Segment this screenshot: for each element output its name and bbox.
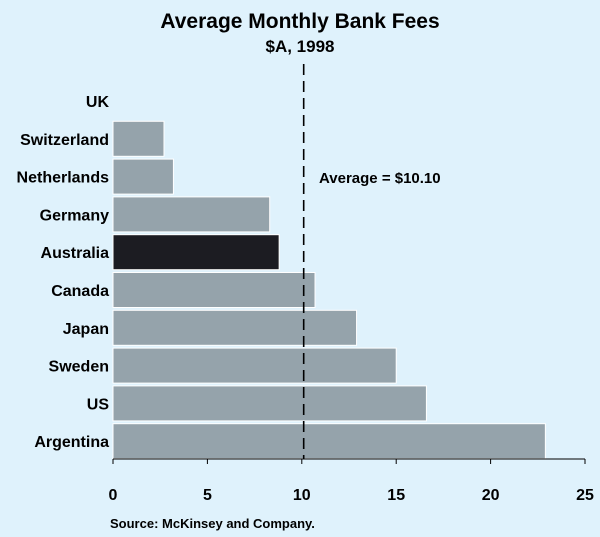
- category-label-uk: UK: [86, 94, 110, 111]
- category-label-germany: Germany: [40, 207, 109, 224]
- x-axis-ticks: 0 5 10 15 20 25: [109, 459, 594, 504]
- chart-subtitle: $A, 1998: [266, 37, 335, 56]
- category-label-sweden: Sweden: [49, 359, 109, 376]
- chart-title: Average Monthly Bank Fees: [160, 10, 439, 33]
- bar-canada: [112, 272, 316, 308]
- average-label: Average = $10.10: [319, 170, 441, 187]
- bar-switzerland: [112, 120, 165, 157]
- x-tick-label-10: 10: [293, 487, 311, 504]
- bar-japan: [112, 309, 358, 346]
- source-note: Source: McKinsey and Company.: [110, 516, 315, 531]
- x-tick-label-25: 25: [576, 487, 594, 504]
- category-label-australia: Australia: [41, 245, 110, 262]
- x-tick-label-5: 5: [203, 487, 212, 504]
- category-label-japan: Japan: [63, 321, 109, 338]
- bar-germany: [112, 196, 271, 233]
- category-label-argentina: Argentina: [34, 434, 109, 451]
- bar-us: [112, 385, 427, 422]
- category-label-netherlands: Netherlands: [17, 170, 110, 187]
- bar-netherlands: [112, 158, 174, 195]
- bar-group: [112, 120, 546, 460]
- x-tick-label-0: 0: [109, 487, 118, 504]
- bar-argentina: [112, 423, 546, 460]
- x-tick-label-20: 20: [482, 487, 500, 504]
- category-label-switzerland: Switzerland: [20, 132, 109, 149]
- category-labels: UK Switzerland Netherlands Germany Australia…: [17, 94, 110, 451]
- category-label-us: US: [87, 396, 110, 413]
- x-tick-label-15: 15: [387, 487, 405, 504]
- bar-australia: [112, 234, 280, 271]
- category-label-canada: Canada: [51, 283, 109, 300]
- bar-sweden: [112, 347, 397, 384]
